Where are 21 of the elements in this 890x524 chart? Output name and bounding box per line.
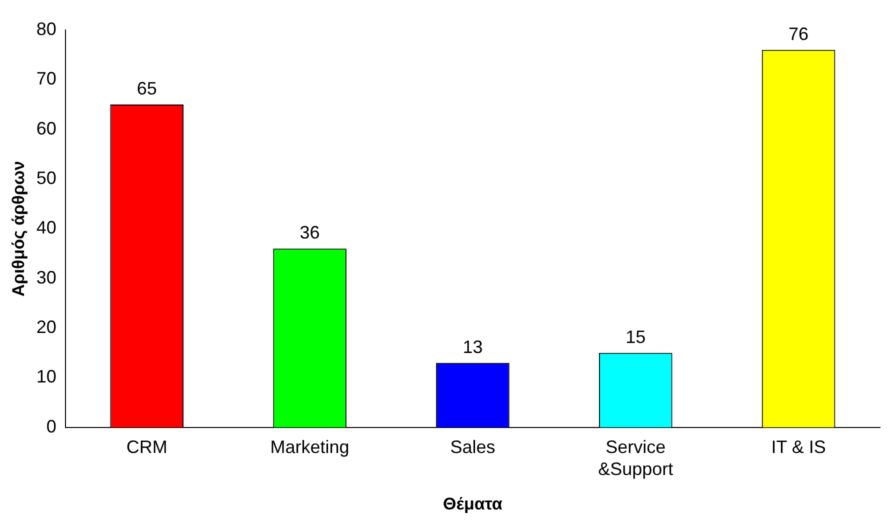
data-label: 65	[136, 78, 157, 98]
y-tick-label: 0	[46, 416, 56, 436]
y-tick-label: 30	[36, 267, 56, 288]
x-tick-label: Service &Support	[598, 437, 674, 479]
y-tick-label: 20	[36, 317, 56, 338]
x-axis-title: Θέματα	[443, 494, 503, 514]
x-tick-label: IT & IS	[771, 437, 826, 458]
y-tick-label: 10	[36, 366, 56, 387]
y-tick-label: 40	[36, 218, 56, 238]
y-tick-label: 60	[36, 118, 56, 138]
y-tick-label: 80	[36, 18, 56, 39]
y-tick-label: 50	[36, 168, 56, 188]
x-tick-label: CRM	[126, 437, 168, 458]
x-tick-label: Marketing	[270, 437, 350, 458]
x-tick-label: Sales	[450, 437, 496, 458]
y-axis-title: Αριθμός άρθρων	[8, 160, 28, 296]
y-tick-label: 70	[36, 68, 56, 89]
data-label: 15	[626, 326, 646, 347]
data-label: 76	[788, 24, 809, 44]
data-label: 13	[462, 336, 483, 357]
data-label: 36	[300, 222, 320, 243]
